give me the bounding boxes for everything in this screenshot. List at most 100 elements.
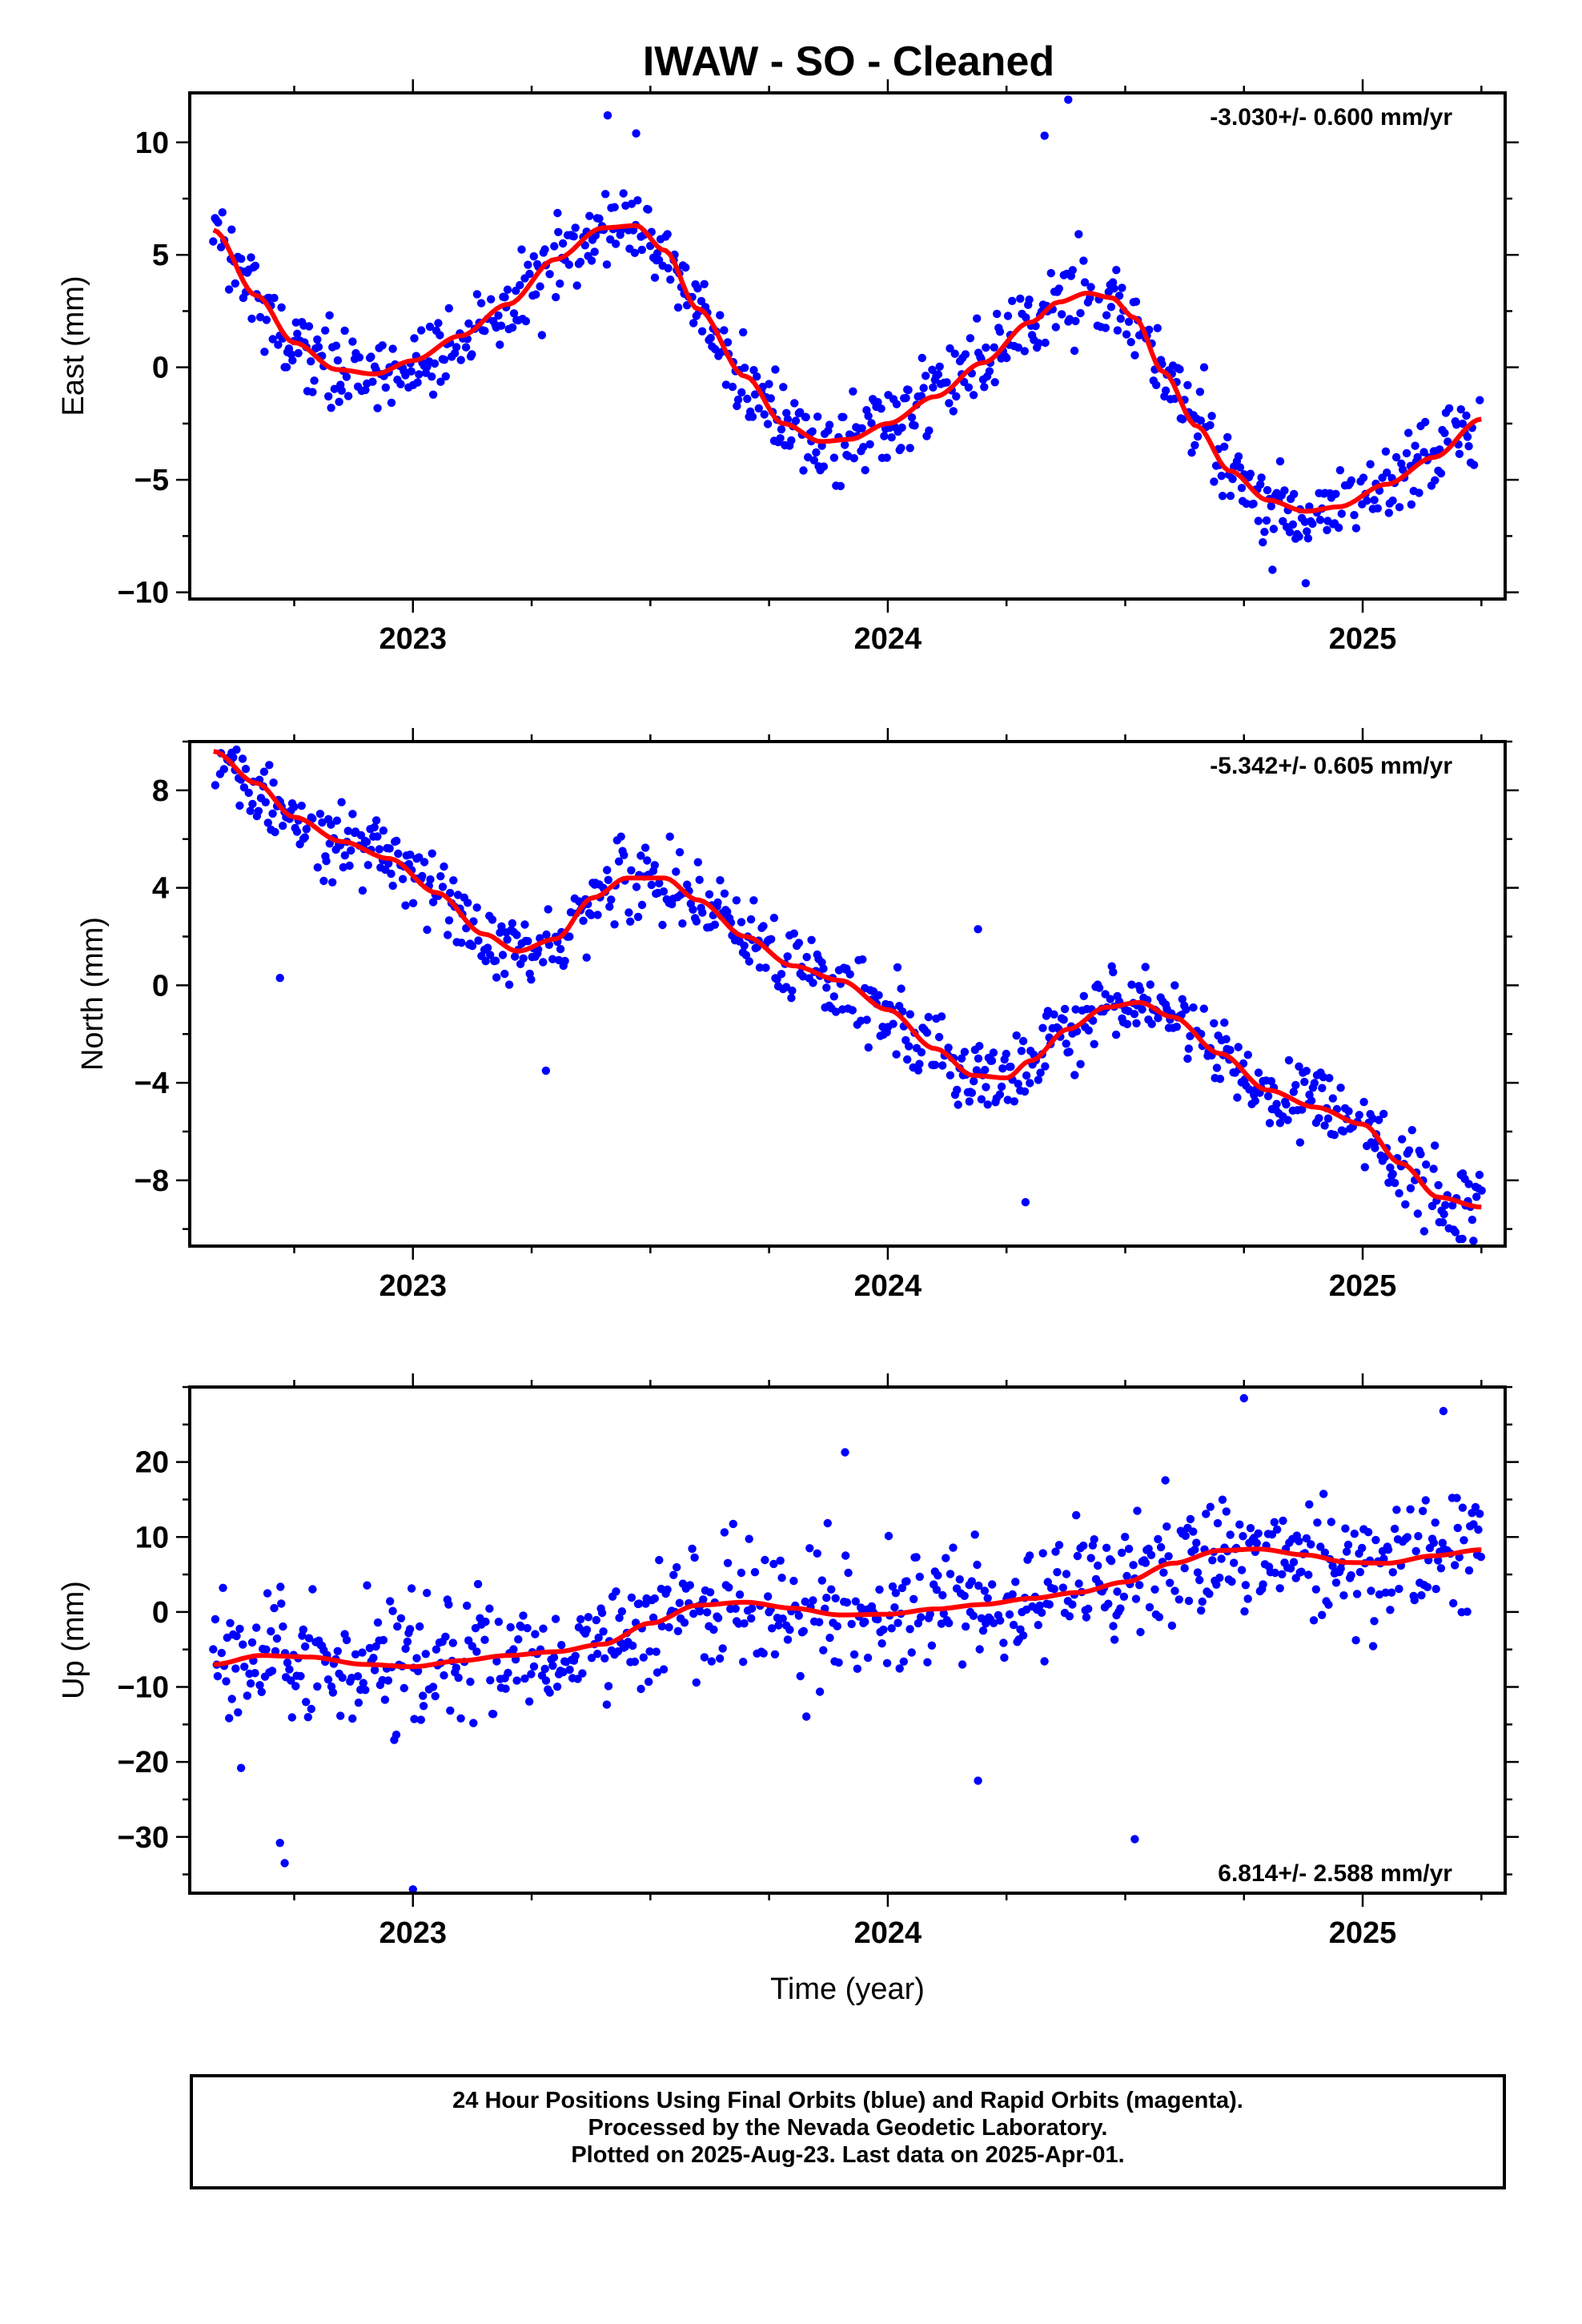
up-data-point (1417, 1590, 1426, 1600)
east-data-point (1290, 489, 1299, 499)
north-data-point (1043, 1007, 1053, 1015)
east-data-point (1193, 432, 1203, 441)
up-data-point (777, 1574, 786, 1582)
north-data-point (1291, 1080, 1300, 1090)
up-data-point (1388, 1568, 1398, 1577)
east-data-point (291, 318, 300, 327)
north-data-point (1122, 1019, 1132, 1029)
up-data-point (988, 1580, 997, 1589)
east-data-point (1124, 317, 1134, 326)
north-data-point (944, 1043, 953, 1052)
up-data-point (302, 1698, 311, 1707)
east-data-point (262, 316, 271, 324)
up-data-point (1116, 1604, 1125, 1613)
north-data-point (603, 866, 612, 875)
east-data-point (602, 260, 612, 269)
north-data-point (587, 911, 596, 919)
north-outlier-point (1458, 1234, 1467, 1244)
up-data-point (313, 1682, 322, 1691)
east-data-point (537, 331, 547, 340)
up-data-point (1410, 1595, 1419, 1605)
up-data-point (209, 1645, 218, 1654)
east-data-point (216, 243, 226, 251)
up-y-tick-label: −20 (118, 1746, 169, 1779)
up-data-point (615, 1614, 624, 1622)
north-data-point (215, 731, 223, 739)
east-data-point (333, 356, 343, 365)
up-data-point (713, 1614, 723, 1622)
north-data-point (864, 1043, 873, 1052)
east-data-point (247, 314, 256, 324)
north-data-point (982, 1083, 990, 1092)
north-data-point (1284, 1055, 1294, 1065)
east-data-point (1016, 294, 1025, 304)
north-data-point (672, 867, 681, 876)
up-data-point (1302, 1534, 1311, 1543)
north-data-point (363, 861, 372, 870)
north-data-point (1416, 1150, 1425, 1159)
east-data-point (1419, 448, 1428, 456)
north-data-point (1391, 1179, 1399, 1188)
east-data-point (1195, 388, 1205, 396)
east-data-point (1388, 497, 1397, 505)
north-data-point (665, 832, 674, 841)
north-data-point (767, 935, 776, 944)
north-rate-label: -5.342+/- 0.605 mm/yr (1210, 753, 1452, 779)
up-data-point (1037, 1608, 1046, 1618)
up-data-point (1239, 1532, 1247, 1541)
east-data-point (441, 372, 450, 381)
north-data-point (241, 765, 251, 774)
east-data-point (873, 398, 882, 407)
north-data-point (457, 939, 466, 947)
north-data-point (1469, 1236, 1478, 1245)
footer-note-box: 24 Hour Positions Using Final Orbits (bl… (190, 2074, 1506, 2189)
up-data-point (1342, 1547, 1351, 1556)
east-data-point (310, 376, 319, 385)
north-data-point (1210, 1019, 1219, 1028)
up-data-point (1406, 1505, 1415, 1514)
up-data-point (380, 1695, 390, 1704)
east-data-point (787, 436, 796, 445)
north-data-point (520, 920, 529, 929)
north-data-point (740, 941, 749, 951)
north-data-point (689, 905, 697, 915)
east-data-point (973, 314, 982, 323)
east-data-point (1323, 525, 1331, 535)
up-data-point (336, 1711, 345, 1720)
east-data-point (304, 322, 314, 331)
up-data-point (703, 1608, 712, 1617)
north-data-point (1344, 1107, 1353, 1116)
north-data-point (862, 1015, 871, 1024)
up-data-point (675, 1598, 684, 1607)
east-data-point (1003, 312, 1013, 320)
east-data-point (905, 444, 914, 452)
north-data-point (481, 957, 490, 966)
north-data-point (1441, 1200, 1450, 1210)
east-data-point (1334, 523, 1343, 533)
up-data-point (551, 1614, 560, 1623)
up-data-point (1124, 1544, 1134, 1554)
north-data-point (542, 930, 551, 939)
north-data-point (897, 984, 905, 993)
up-data-point (578, 1669, 587, 1678)
up-data-point (849, 1650, 859, 1659)
up-data-point (1411, 1546, 1420, 1556)
east-data-point (373, 404, 382, 412)
east-data-point (1363, 497, 1371, 505)
up-data-point (413, 1667, 423, 1675)
north-data-point (315, 810, 325, 818)
up-y-tick-label: 10 (135, 1521, 169, 1554)
north-data-point (683, 880, 692, 889)
east-data-point (663, 230, 672, 239)
north-data-point (1050, 1010, 1058, 1019)
east-data-point (331, 341, 341, 350)
north-y-tick-label: −8 (135, 1164, 169, 1198)
north-data-point (565, 932, 574, 941)
up-data-point (235, 1624, 244, 1634)
up-data-point (419, 1702, 428, 1711)
north-plot-frame (188, 740, 1507, 1248)
north-data-point (1226, 1046, 1235, 1055)
up-data-point (1452, 1494, 1461, 1502)
up-data-point (815, 1687, 825, 1696)
north-data-point (1182, 1005, 1191, 1014)
